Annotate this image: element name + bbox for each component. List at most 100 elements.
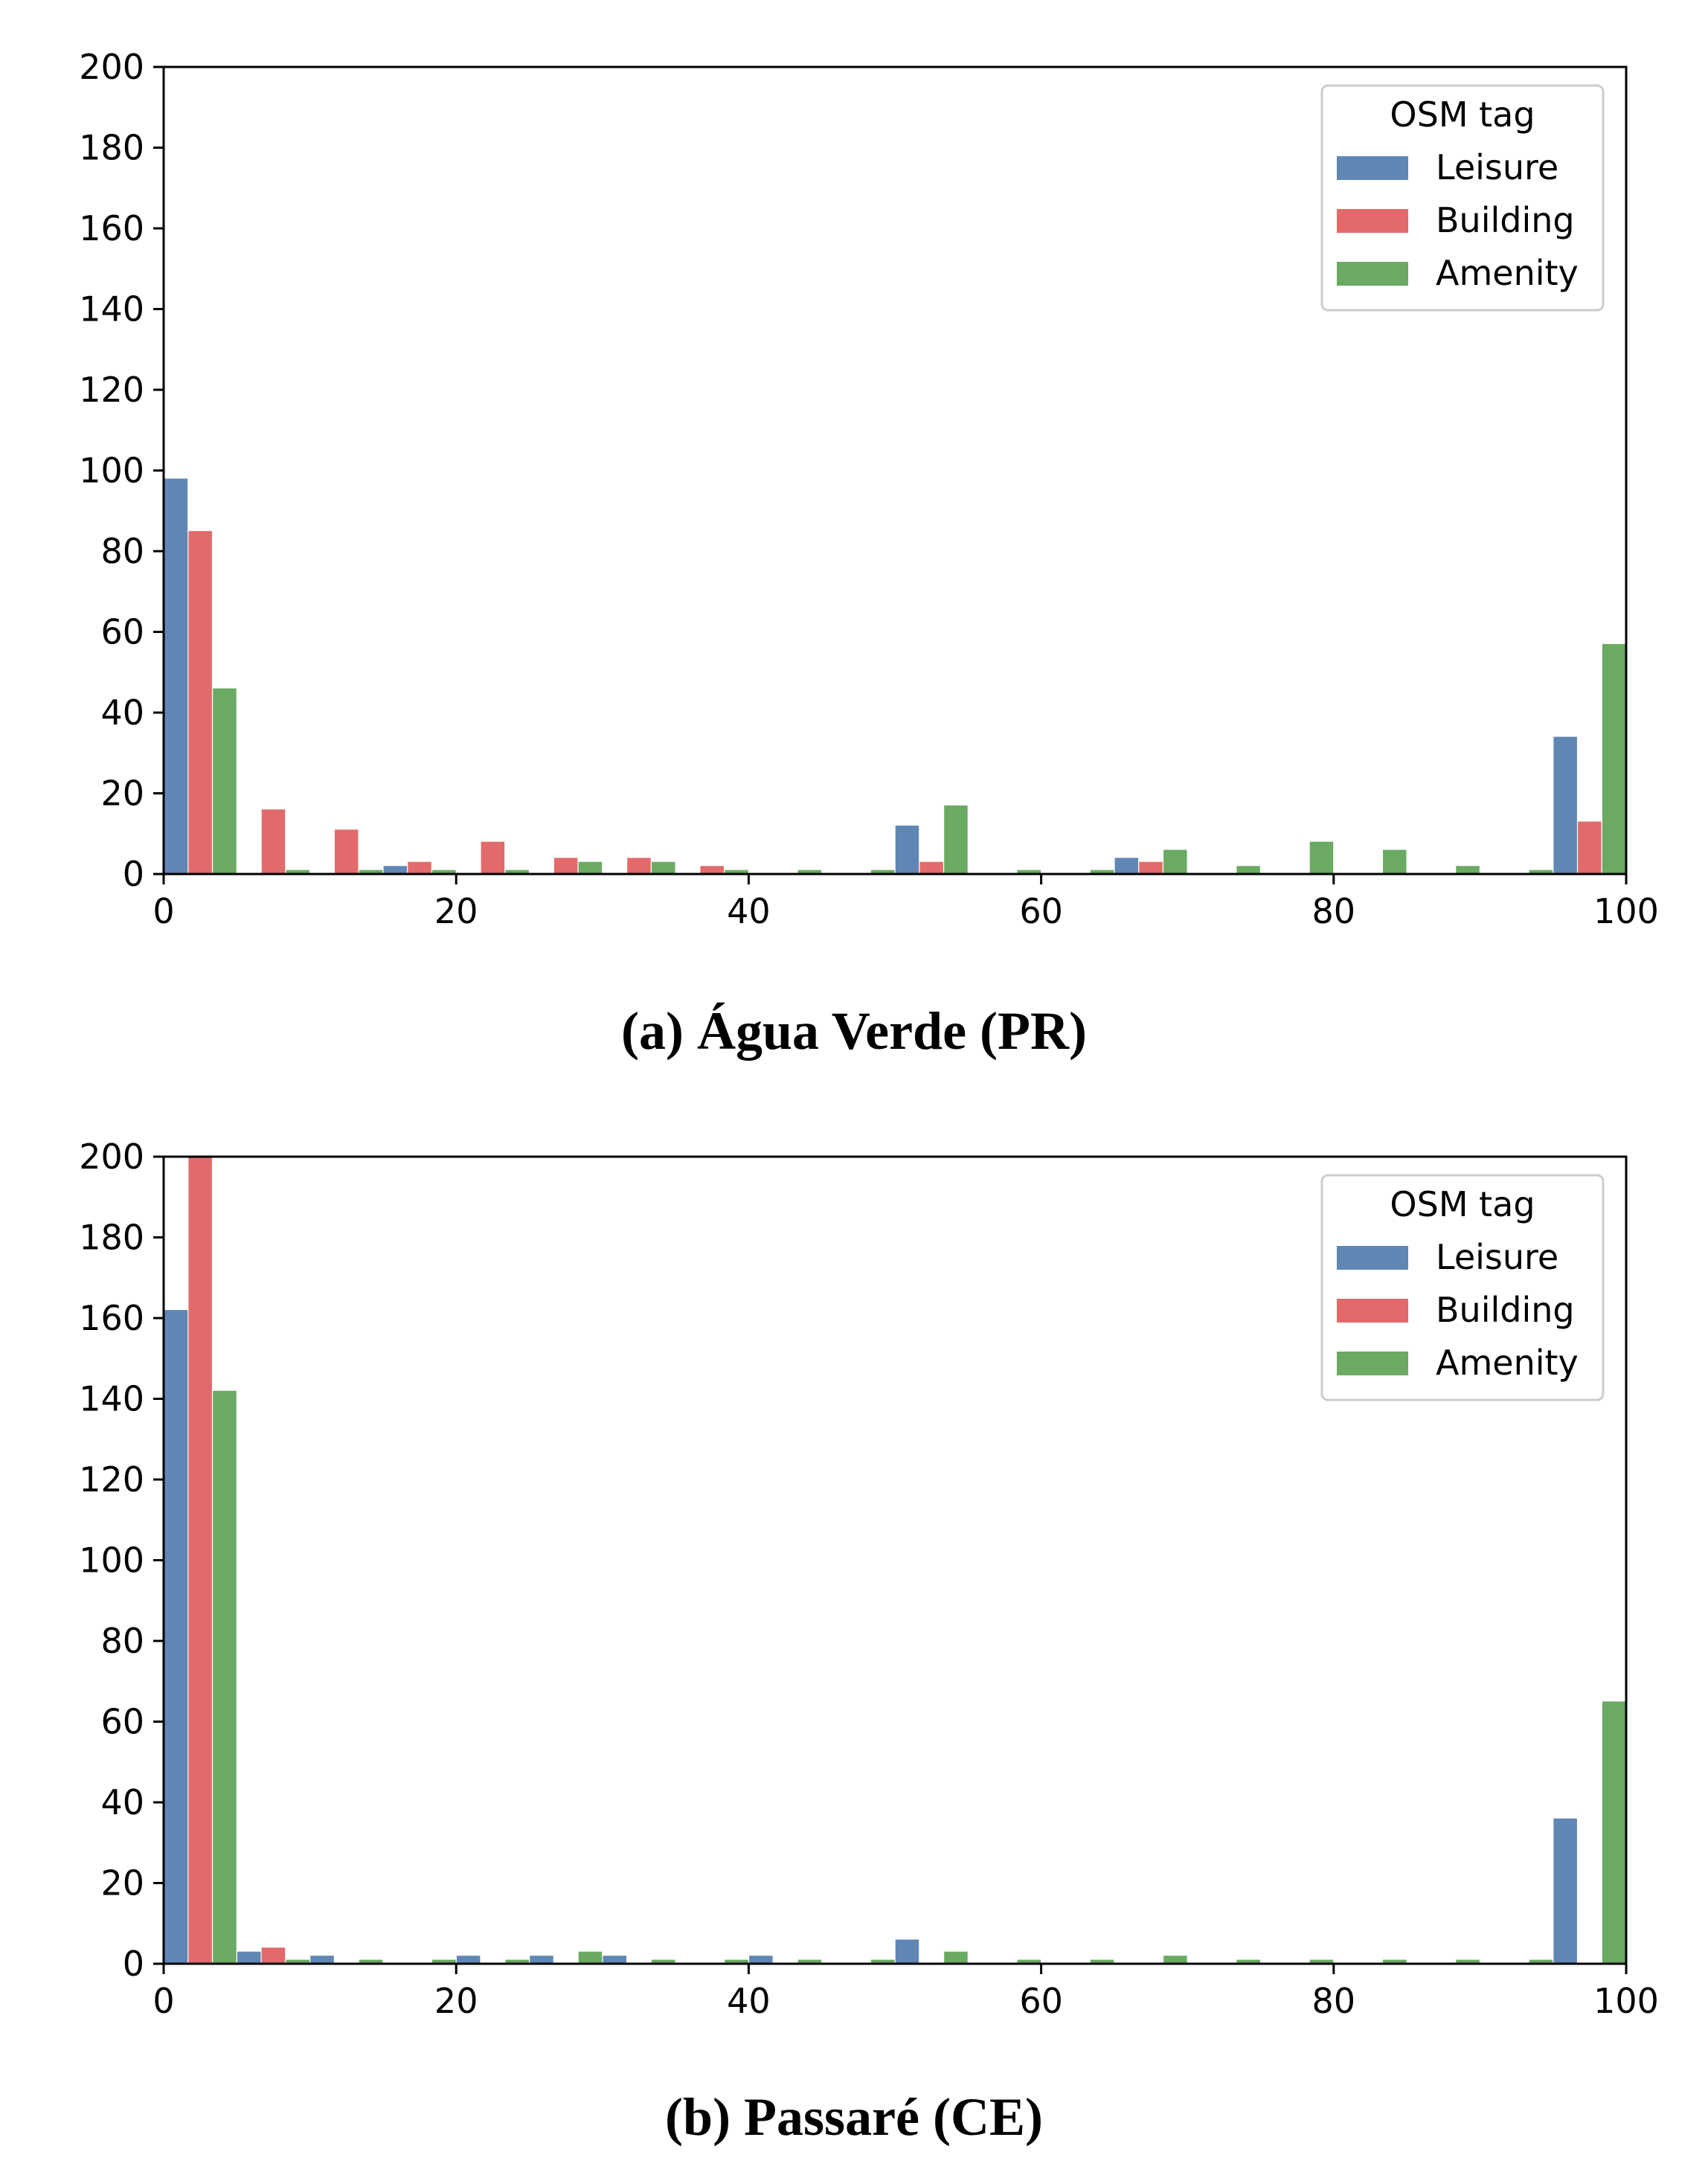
legend-box-passare (1320, 1174, 1605, 1401)
bar-agua-verde-amenity-40 (797, 870, 822, 874)
caption-agua-verde: (a) Água Verde (PR) (621, 1001, 1087, 1061)
y-tick-label-agua-verde-160: 160 (79, 208, 144, 248)
bar-agua-verde-amenity-85 (1456, 866, 1480, 874)
x-tick-label-agua-verde-60: 60 (1019, 891, 1063, 931)
y-tick-label-passare-200: 200 (79, 1137, 144, 1177)
y-tick-label-agua-verde-40: 40 (100, 693, 144, 733)
bar-agua-verde-leisure-50 (895, 825, 919, 874)
bar-agua-verde-amenity-90 (1529, 870, 1553, 874)
y-tick-label-passare-60: 60 (100, 1702, 144, 1742)
bar-passare-amenity-85 (1456, 1959, 1480, 1964)
bar-passare-amenity-65 (1163, 1956, 1187, 1964)
y-tick-label-agua-verde-0: 0 (123, 854, 144, 894)
bar-passare-amenity-25 (578, 1951, 603, 1964)
bar-agua-verde-building-10 (335, 829, 359, 874)
bar-passare-leisure-50 (895, 1939, 919, 1964)
y-tick-label-passare-80: 80 (100, 1621, 144, 1661)
bar-agua-verde-building-0 (188, 530, 212, 874)
y-tick-label-passare-20: 20 (100, 1863, 144, 1903)
bar-agua-verde-building-30 (627, 858, 651, 874)
bar-passare-amenity-5 (286, 1959, 309, 1964)
bar-agua-verde-amenity-65 (1163, 849, 1187, 874)
bar-passare-leisure-20 (456, 1956, 481, 1964)
y-tick-label-passare-0: 0 (123, 1944, 144, 1984)
bar-passare-amenity-55 (1017, 1959, 1041, 1964)
legend-swatch-agua-verde-leisure (1337, 156, 1408, 180)
bar-agua-verde-amenity-75 (1309, 841, 1334, 874)
legend-title-agua-verde: OSM tag (1390, 94, 1535, 135)
bar-passare-amenity-75 (1309, 1959, 1334, 1964)
bar-agua-verde-amenity-95 (1602, 643, 1626, 874)
bar-agua-verde-amenity-15 (432, 870, 456, 874)
x-tick-label-agua-verde-20: 20 (434, 891, 478, 931)
bar-agua-verde-building-15 (408, 861, 431, 874)
bar-passare-leisure-10 (310, 1956, 334, 1964)
bar-agua-verde-amenity-10 (359, 870, 383, 874)
bar-passare-leisure-95 (1553, 1818, 1577, 1964)
histogram-passare: 0 20 40 60 80 100 120 140 160 180 200 0 20 40 60 80 100 O… (79, 1137, 1659, 2021)
chart-panel-a: 0 20 40 60 80 100 120 140 160 180 200 0 20 40 60 80 100 O… (79, 47, 1659, 1061)
y-tick-label-passare-100: 100 (79, 1541, 144, 1581)
x-tick-label-agua-verde-0: 0 (152, 891, 174, 931)
bar-agua-verde-building-35 (700, 866, 724, 874)
y-tick-label-agua-verde-120: 120 (79, 370, 144, 410)
bar-passare-leisure-25 (530, 1956, 553, 1964)
bar-passare-leisure-40 (749, 1956, 773, 1964)
y-tick-label-agua-verde-80: 80 (100, 531, 144, 571)
bar-agua-verde-building-65 (1139, 861, 1163, 874)
legend-label-agua-verde-building: Building (1436, 200, 1575, 240)
bar-agua-verde-amenity-70 (1236, 866, 1260, 874)
x-tick-label-passare-80: 80 (1312, 1981, 1356, 2021)
bar-agua-verde-amenity-45 (870, 870, 895, 874)
bar-passare-amenity-95 (1602, 1701, 1626, 1964)
x-tick-label-passare-60: 60 (1019, 1981, 1063, 2021)
bar-agua-verde-amenity-0 (213, 688, 237, 874)
y-tick-label-agua-verde-60: 60 (100, 612, 144, 652)
bar-agua-verde-leisure-65 (1114, 858, 1139, 874)
caption-passare: (b) Passaré (CE) (665, 2087, 1043, 2147)
bar-agua-verde-amenity-20 (505, 870, 529, 874)
legend-label-passare-amenity: Amenity (1436, 1343, 1579, 1383)
y-tick-label-agua-verde-140: 140 (79, 289, 144, 330)
y-tick-label-agua-verde-200: 200 (79, 47, 144, 87)
legend-label-agua-verde-leisure: Leisure (1436, 147, 1558, 187)
bar-passare-leisure-5 (237, 1951, 261, 1964)
bar-agua-verde-building-95 (1578, 821, 1602, 874)
bar-agua-verde-amenity-55 (1017, 870, 1041, 874)
x-tick-label-agua-verde-80: 80 (1312, 891, 1356, 931)
bar-passare-amenity-45 (870, 1959, 895, 1964)
x-tick-label-passare-20: 20 (434, 1981, 478, 2021)
legend-swatch-agua-verde-building (1337, 209, 1408, 233)
bar-agua-verde-leisure-95 (1553, 736, 1577, 874)
bar-passare-amenity-30 (652, 1959, 675, 1964)
x-tick-label-agua-verde-40: 40 (727, 891, 771, 931)
x-tick-label-passare-100: 100 (1593, 1981, 1659, 2021)
bar-agua-verde-building-5 (261, 809, 286, 874)
bar-passare-leisure-30 (603, 1956, 626, 1964)
bar-agua-verde-building-50 (919, 861, 943, 874)
y-tick-label-passare-140: 140 (79, 1379, 144, 1419)
bar-agua-verde-amenity-25 (578, 861, 603, 874)
legend-label-passare-leisure: Leisure (1436, 1237, 1558, 1277)
legend-swatch-agua-verde-amenity (1337, 262, 1408, 286)
bar-passare-building-0 (188, 1157, 212, 1964)
y-tick-label-passare-120: 120 (79, 1459, 144, 1500)
x-tick-label-agua-verde-100: 100 (1593, 891, 1659, 931)
legend-swatch-passare-building (1337, 1299, 1408, 1323)
bar-passare-building-5 (261, 1947, 286, 1964)
histogram-agua-verde: 0 20 40 60 80 100 120 140 160 180 200 0 20 40 60 80 100 O… (79, 47, 1659, 931)
bar-passare-amenity-10 (359, 1959, 383, 1964)
y-tick-label-passare-160: 160 (79, 1298, 144, 1338)
legend-title-passare: OSM tag (1390, 1184, 1535, 1224)
bar-passare-amenity-60 (1090, 1959, 1114, 1964)
bar-passare-amenity-0 (213, 1390, 237, 1964)
y-tick-label-agua-verde-100: 100 (79, 451, 144, 491)
legend-label-agua-verde-amenity: Amenity (1436, 253, 1579, 293)
bar-agua-verde-amenity-60 (1090, 870, 1114, 874)
bar-agua-verde-leisure-15 (383, 866, 408, 874)
bar-passare-amenity-20 (505, 1959, 529, 1964)
bar-agua-verde-building-20 (481, 841, 505, 874)
bar-passare-amenity-40 (797, 1959, 822, 1964)
legend-swatch-passare-amenity (1337, 1352, 1408, 1375)
bar-passare-amenity-90 (1529, 1959, 1553, 1964)
